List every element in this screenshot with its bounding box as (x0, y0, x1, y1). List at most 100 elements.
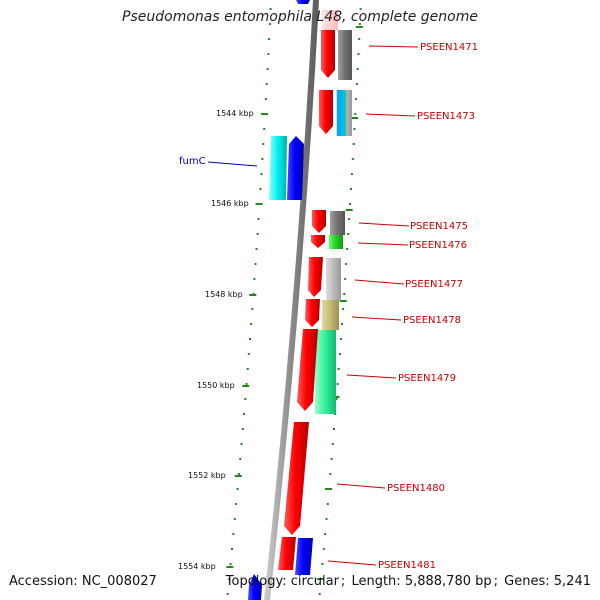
gene-arrow (312, 210, 326, 233)
ruler-dot (256, 233, 259, 235)
ruler-dot (245, 383, 248, 385)
cog-block (337, 90, 342, 136)
ruler-dot (267, 53, 270, 55)
ruler-dot (226, 593, 229, 595)
ruler-dot (240, 443, 243, 445)
ruler-dot (329, 473, 332, 475)
ruler-dot (228, 578, 231, 580)
cog-block (342, 90, 346, 136)
ruler-dot (259, 188, 262, 190)
genome-backbone (264, 0, 319, 600)
ruler-dot (351, 158, 354, 160)
label-leaders (207, 45, 419, 566)
cog-block (329, 235, 343, 249)
gene-label-pseen1479[interactable]: PSEEN1479 (398, 373, 456, 384)
ruler-dot (355, 98, 358, 100)
genome-summary: Topology: circular; Length: 5,888,780 bp… (225, 574, 591, 589)
gene-label-pseen1477[interactable]: PSEEN1477 (405, 279, 463, 290)
ruler-dot (331, 443, 334, 445)
gene-label-pseen1473[interactable]: PSEEN1473 (417, 111, 475, 122)
ruler-dot (318, 593, 321, 595)
ruler-dot (322, 548, 325, 550)
ruler-dot (237, 473, 240, 475)
ruler-dot (260, 173, 263, 175)
ruler-tick-mark (332, 396, 340, 398)
ruler-dot (352, 143, 355, 145)
accession-value: NC_008027 (81, 574, 157, 589)
map-title: Pseudomonas entomophila L48, complete ge… (122, 9, 478, 25)
ruler-dot (324, 533, 327, 535)
ruler-dot (253, 278, 256, 280)
ruler-dot (337, 368, 340, 370)
ruler-tick-mark (345, 209, 353, 211)
ruler-tick-mark (249, 294, 257, 296)
ruler-dot (358, 38, 361, 40)
ruler-tick-label: 1544 kbp (216, 109, 254, 118)
ruler-dot (354, 113, 357, 115)
gene-arrow (305, 299, 320, 327)
ruler-dot (261, 158, 264, 160)
ruler-dot (235, 503, 238, 505)
ruler-dot (349, 203, 352, 205)
topology-value: circular (290, 574, 339, 589)
genes-value: 5,241 (553, 574, 591, 589)
ruler-dot (236, 488, 239, 490)
ruler-tick-label: 1546 kbp (211, 199, 249, 208)
gene-arrow (321, 30, 335, 78)
other-genes (248, 0, 313, 600)
fumc-gene-arrow (269, 136, 287, 200)
cog-block (322, 300, 339, 330)
ruler-dot (251, 308, 254, 310)
ruler-dot (357, 53, 360, 55)
genes-label: Genes: (504, 574, 550, 589)
ruler-tick-label: 1554 kbp (178, 562, 216, 571)
ruler-tick-mark (355, 26, 363, 28)
ruler-dot (268, 23, 271, 25)
ruler-tick-mark (261, 113, 269, 115)
ruler-dot (243, 413, 245, 415)
ruler-dot (239, 458, 242, 460)
ruler-dot (229, 563, 232, 565)
ruler-dot (340, 338, 342, 340)
gene-label-pseen1475[interactable]: PSEEN1475 (410, 221, 468, 232)
ruler-tick-mark (242, 385, 250, 387)
cog-lane (315, 30, 352, 414)
forward-strand-genes (278, 10, 338, 570)
ruler-dot (358, 23, 361, 25)
ruler-dot (269, 8, 272, 10)
ruler-dot (359, 8, 362, 10)
gene-label-pseen1480[interactable]: PSEEN1480 (387, 483, 445, 494)
gene-label-pseen1471[interactable]: PSEEN1471 (420, 42, 478, 53)
gene-arrow (322, 10, 338, 30)
ruler-dot (254, 263, 257, 265)
gene-arrow (296, 0, 310, 4)
cog-block (326, 258, 341, 300)
gene-label-pseen1481[interactable]: PSEEN1481 (378, 560, 436, 571)
ruler-tick-label: 1548 kbp (205, 290, 243, 299)
gene-label-fumc[interactable]: fumC (179, 156, 206, 167)
ruler-dot (233, 518, 236, 520)
ruler-dot (348, 218, 351, 220)
length-value: 5,888,780 bp (404, 574, 492, 589)
accession-label: Accession: (9, 574, 78, 589)
ruler-dot (257, 218, 260, 220)
ruler-track (226, 8, 272, 595)
ruler-dot (266, 68, 269, 70)
gene-arrow (248, 574, 262, 600)
ruler-dot (268, 38, 271, 40)
ruler-tick-mark (226, 566, 234, 568)
ruler-tick-mark (234, 475, 242, 477)
ruler-dot (342, 308, 345, 310)
ruler-tick-mark (255, 203, 263, 205)
gene-arrow (278, 537, 296, 570)
gene-label-pseen1476[interactable]: PSEEN1476 (409, 240, 467, 251)
gene-arrow (308, 257, 323, 297)
gene-label-pseen1478[interactable]: PSEEN1478 (403, 315, 461, 326)
gene-arrow (287, 136, 304, 200)
ruler-dot (255, 248, 258, 250)
gene-arrow (284, 422, 309, 535)
ruler-tick-mark (351, 117, 359, 119)
topology-label: Topology: (225, 574, 287, 589)
cog-block (315, 330, 336, 414)
